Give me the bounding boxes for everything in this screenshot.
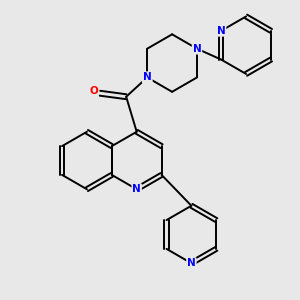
Text: N: N	[132, 184, 141, 194]
Text: N: N	[143, 72, 152, 82]
Text: O: O	[89, 86, 98, 97]
Text: N: N	[217, 26, 226, 36]
Text: N: N	[143, 72, 152, 82]
Text: N: N	[193, 44, 201, 54]
Text: N: N	[187, 258, 196, 268]
